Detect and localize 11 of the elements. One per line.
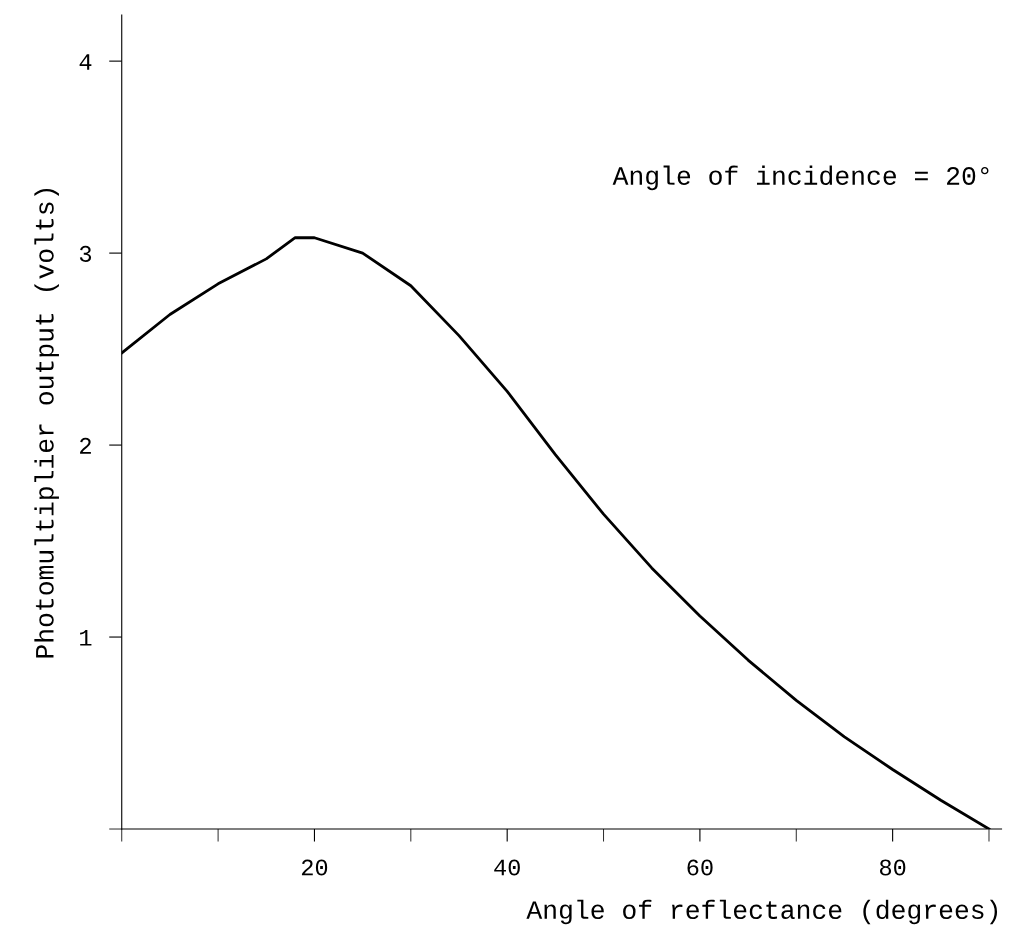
x-tick-label: 80 xyxy=(879,859,906,876)
y-axis-title: Photomultiplier output (volts) xyxy=(34,188,59,658)
annotation: Angle of incidence = 20° xyxy=(612,165,989,191)
x-tick-label: 40 xyxy=(494,859,520,876)
x-tick-label: 20 xyxy=(301,859,328,876)
x-axis-title: Angle of reflectance (degrees) xyxy=(526,899,998,925)
y-tick-label: 1 xyxy=(80,630,92,646)
y-tick-label: 4 xyxy=(79,54,92,70)
y-tick-label: 3 xyxy=(79,245,92,262)
y-tick-label: 2 xyxy=(80,437,91,454)
x-tick-label: 60 xyxy=(687,859,713,876)
